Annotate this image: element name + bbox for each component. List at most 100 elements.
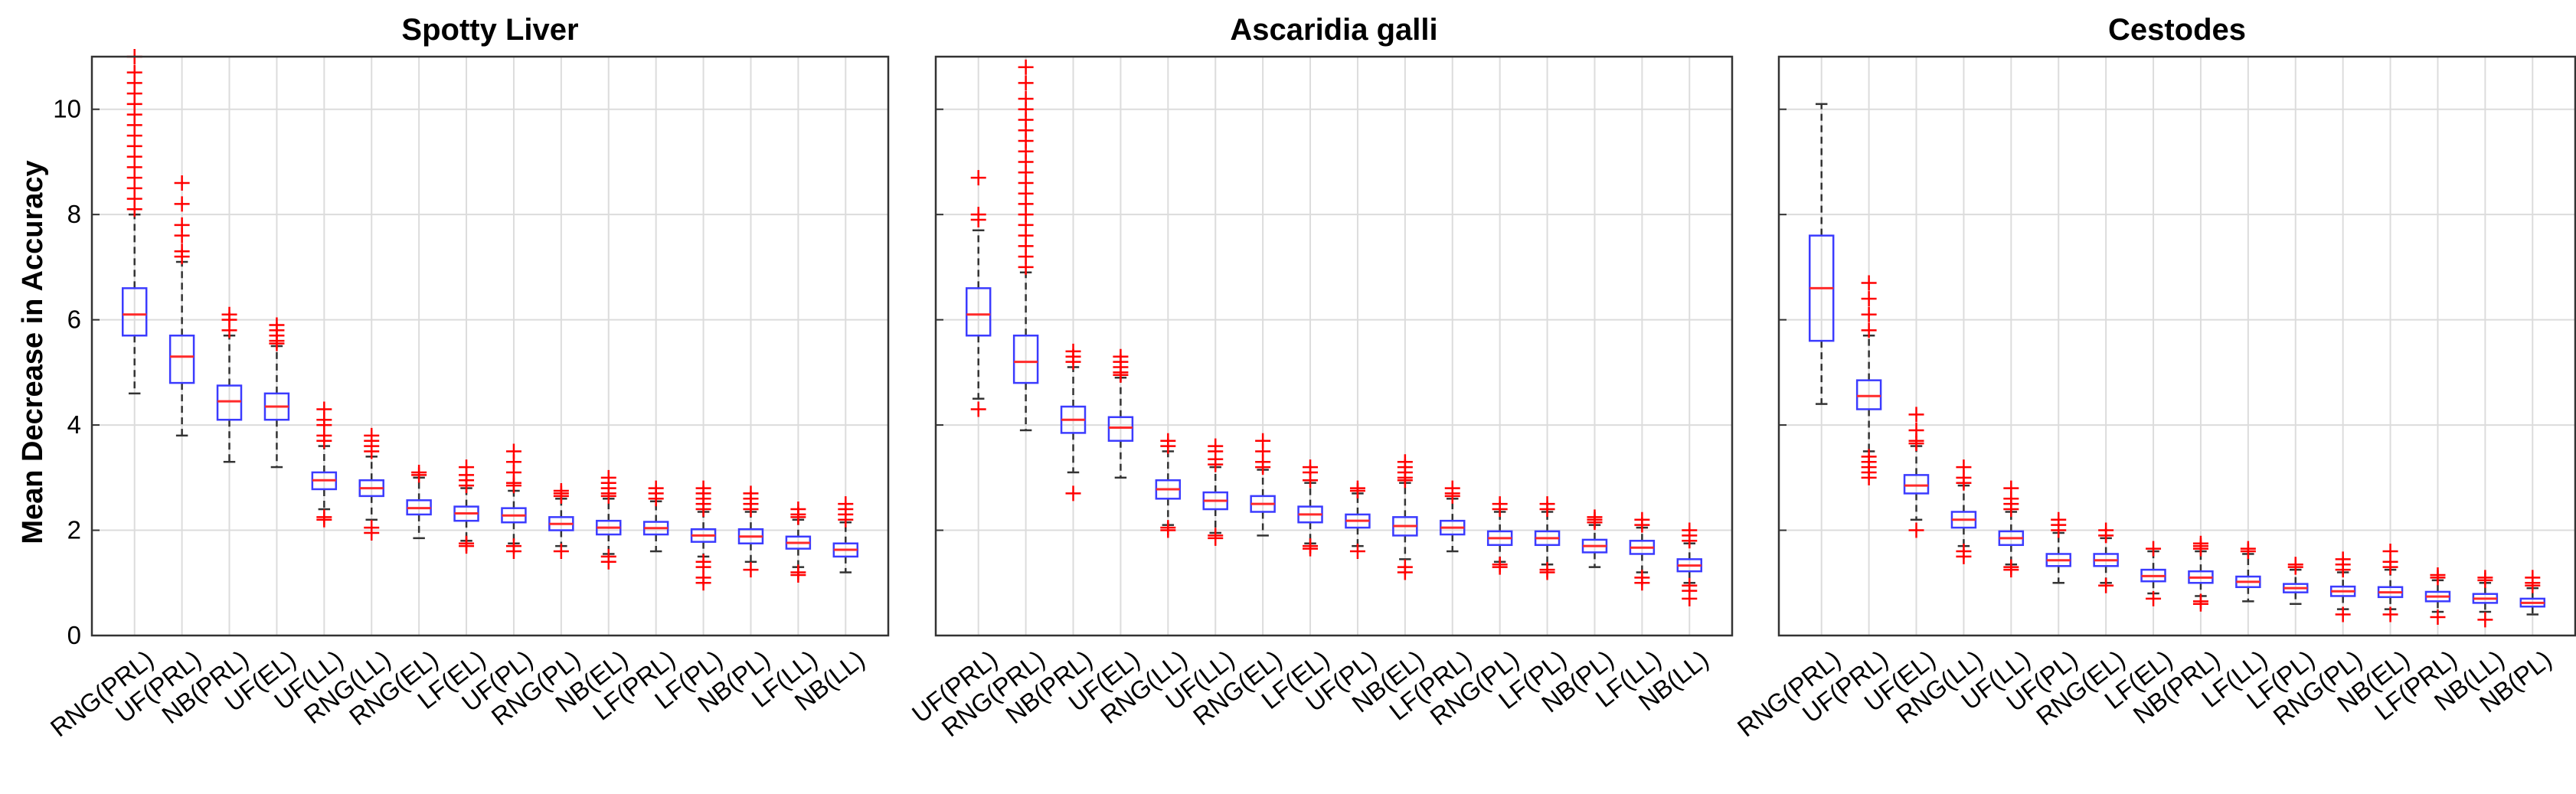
outlier-marker [2192, 593, 2208, 609]
box-UF(LL) [1998, 480, 2025, 578]
plot-area [936, 57, 1732, 636]
outlier-marker [1303, 538, 1319, 554]
box-RNG(LL) [358, 427, 384, 541]
box-LF(LL) [785, 502, 812, 583]
box-RNG(PL) [2329, 551, 2356, 622]
outlier-marker [1018, 75, 1034, 91]
box-NB(EL) [596, 469, 622, 570]
outlier-marker [2477, 570, 2493, 586]
iqr-box [1107, 416, 1134, 442]
plot-frame [1777, 55, 2576, 637]
plot-frame [934, 55, 1734, 637]
box-RNG(LL) [1155, 433, 1182, 538]
box-UF(EL) [1107, 348, 1134, 479]
y-tick-label: 2 [67, 516, 81, 544]
panel-2: UF(PRL)RNG(PRL)NB(PRL)UF(EL)RNG(LL)UF(LL… [907, 13, 1734, 742]
outlier-marker [1160, 433, 1176, 449]
box-LF(PL) [1534, 496, 1561, 580]
box-RNG(PRL) [121, 49, 148, 395]
box-UF(LL) [311, 401, 338, 528]
plot-frame [90, 55, 890, 637]
box-NB(EL) [1392, 454, 1418, 580]
box-UF(PL) [501, 443, 527, 560]
outlier-marker [1634, 570, 1650, 586]
outlier-marker [1492, 557, 1508, 573]
outlier-marker [174, 175, 190, 191]
box-RNG(EL) [2093, 522, 2119, 593]
iqr-box [965, 287, 992, 337]
box-LF(PRL) [1440, 480, 1466, 553]
y-tick-label: 4 [67, 410, 81, 439]
box-RNG(LL) [1950, 459, 1977, 564]
outlier-marker [2287, 557, 2303, 573]
outlier-marker [1444, 480, 1460, 496]
iqr-box [1012, 335, 1039, 384]
y-tick-label: 10 [53, 95, 81, 123]
outlier-marker [364, 427, 380, 443]
outlier-marker [1956, 544, 1972, 560]
box-UF(EL) [1903, 407, 1930, 538]
box-NB(EL) [2377, 544, 2404, 622]
box-RNG(EL) [406, 464, 432, 540]
panel-title: Ascaridia galli [1230, 13, 1437, 47]
outlier-marker [1303, 459, 1319, 475]
y-axis-label: Mean Decrease in Accuracy [17, 160, 49, 544]
outlier-marker [2192, 535, 2208, 551]
panel-1: 0246810RNG(PRL)UF(PRL)NB(PRL)UF(EL)UF(LL… [45, 13, 890, 742]
box-RNG(PL) [548, 483, 574, 560]
iqr-box [1855, 379, 1882, 410]
box-NB(LL) [2472, 570, 2499, 628]
outlier-marker [316, 401, 332, 417]
box-NB(PRL) [216, 306, 243, 463]
outlier-marker [2146, 541, 2162, 557]
iqr-box [216, 384, 243, 421]
outlier-marker [2335, 606, 2351, 622]
iqr-box [168, 335, 195, 384]
outlier-marker [600, 548, 616, 564]
outlier-marker [2098, 522, 2114, 538]
box-RNG(PL) [1486, 496, 1513, 575]
y-tick-label: 0 [67, 621, 81, 649]
outlier-marker [1861, 449, 1877, 465]
outlier-marker [553, 483, 569, 498]
box-NB(LL) [832, 496, 859, 573]
outlier-marker [695, 554, 711, 570]
outlier-marker [790, 564, 806, 580]
outlier-marker [1349, 480, 1365, 496]
outlier-marker [269, 317, 285, 333]
outlier-marker [411, 464, 427, 480]
box-RNG(PRL) [1808, 103, 1835, 405]
outlier-marker [1208, 438, 1224, 454]
iqr-box [1903, 474, 1930, 495]
outlier-marker [2525, 570, 2541, 586]
box-NB(PL) [737, 485, 764, 578]
outlier-marker [1861, 306, 1877, 322]
y-tick-label: 8 [67, 200, 81, 228]
outlier-marker [2051, 511, 2067, 528]
outlier-marker [1908, 407, 1924, 423]
outlier-marker [790, 502, 806, 518]
outlier-marker [126, 64, 142, 80]
outlier-marker [1113, 348, 1129, 364]
outlier-marker [970, 207, 986, 223]
outlier-marker [1861, 322, 1877, 338]
outlier-marker [743, 562, 759, 578]
outlier-marker [2098, 577, 2114, 593]
outlier-marker [1349, 544, 1365, 560]
outlier-marker [2335, 551, 2351, 567]
outlier-marker [1160, 520, 1176, 536]
outlier-marker [1682, 522, 1698, 538]
box-UF(LL) [1202, 438, 1228, 546]
outlier-marker [505, 443, 521, 459]
outlier-marker [1908, 422, 1924, 438]
box-LF(EL) [2140, 541, 2166, 606]
outlier-marker [553, 544, 569, 560]
outlier-marker [1908, 522, 1924, 538]
y-tick-label: 6 [67, 306, 81, 334]
outlier-marker [505, 538, 521, 554]
outlier-marker [1492, 496, 1508, 512]
box-UF(EL) [263, 317, 290, 469]
outlier-marker [1018, 59, 1034, 75]
outlier-marker [648, 480, 664, 496]
outlier-marker [1397, 454, 1413, 470]
